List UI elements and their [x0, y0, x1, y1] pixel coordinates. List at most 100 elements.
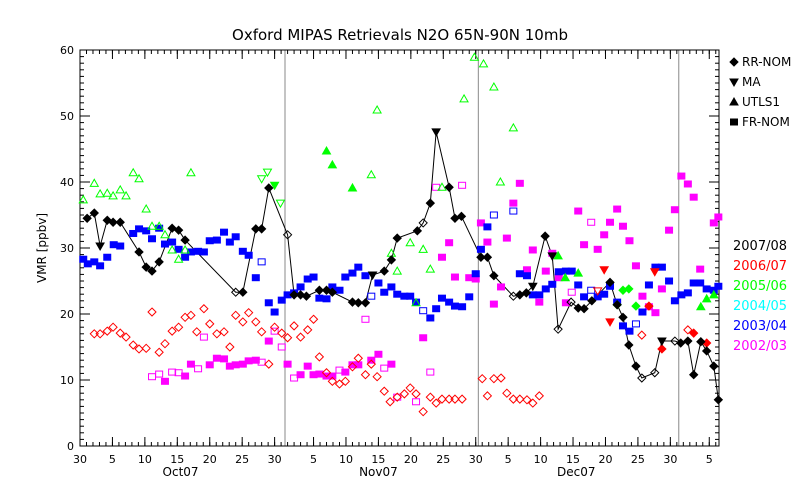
- data-point-2006-07: [637, 330, 647, 340]
- data-point-2007-08: [618, 312, 628, 323]
- data-point-2007-08: [553, 324, 563, 334]
- data-point-2003-04: [96, 262, 105, 270]
- x-tick-label: 10: [339, 453, 353, 466]
- data-point-2003-04: [432, 305, 441, 313]
- data-point-2002-03: [283, 360, 292, 368]
- data-point-2007-08: [670, 336, 680, 346]
- data-point-2002-03: [580, 241, 589, 249]
- data-point-2006-07: [251, 317, 261, 327]
- data-point-2006-07: [605, 318, 615, 327]
- data-points: [78, 52, 724, 417]
- data-point-2006-07: [457, 394, 467, 404]
- data-point-2007-08: [327, 287, 338, 297]
- data-point-2002-03: [593, 245, 602, 253]
- data-point-2007-08: [392, 233, 402, 243]
- data-point-2003-04: [315, 294, 324, 302]
- data-point-2003-04: [522, 272, 531, 280]
- data-point-2003-04: [225, 238, 234, 246]
- legend-marker-icon: [729, 96, 739, 106]
- data-point-2006-07: [167, 326, 177, 336]
- x-tick-label: 5: [310, 453, 317, 466]
- data-point-2003-04: [714, 282, 723, 290]
- data-point-2003-04: [160, 240, 169, 248]
- data-point-2006-07: [522, 395, 532, 405]
- data-point-2002-03: [489, 300, 498, 308]
- chart-title: Oxford MIPAS Retrievals N2O 65N-90N 10mb: [232, 26, 568, 44]
- data-point-2006-07: [141, 343, 151, 354]
- data-point-2002-03: [522, 266, 531, 274]
- series-lines: [86, 131, 719, 400]
- data-point-2003-04: [374, 279, 383, 287]
- data-point-2003-04: [670, 297, 679, 305]
- data-point-2006-07: [534, 391, 545, 401]
- data-point-2005-06: [134, 173, 144, 183]
- legend-marker-label: UTLS1: [742, 95, 780, 109]
- month-label: Dec07: [557, 465, 596, 479]
- data-point-2002-03: [483, 238, 492, 246]
- data-point-2007-08: [301, 291, 312, 301]
- data-point-2006-07: [154, 347, 164, 357]
- data-point-2002-03: [220, 355, 229, 363]
- data-point-2007-08: [379, 266, 389, 276]
- data-point-2006-07: [212, 329, 222, 339]
- data-point-2002-03: [205, 361, 214, 369]
- data-point-2006-07: [599, 266, 610, 275]
- data-point-2003-04: [322, 295, 331, 303]
- data-point-2007-08: [173, 225, 184, 235]
- data-point-2002-03: [181, 372, 190, 380]
- data-point-2002-03: [709, 219, 718, 227]
- data-point-2006-07: [411, 389, 421, 399]
- data-point-2006-07: [644, 301, 654, 311]
- data-point-2007-08: [713, 395, 724, 405]
- data-point-2003-04: [231, 233, 240, 241]
- data-point-2006-07: [115, 328, 125, 338]
- x-tick-label: 30: [663, 453, 677, 466]
- data-point-2007-08: [238, 287, 248, 297]
- x-tick-label: 20: [203, 453, 217, 466]
- x-tick-label: 15: [371, 453, 385, 466]
- data-point-2003-04: [168, 238, 177, 246]
- data-point-2002-03: [515, 179, 524, 187]
- data-point-2003-04: [638, 308, 647, 316]
- data-point-2007-08: [418, 218, 428, 228]
- data-point-2007-08: [82, 213, 92, 224]
- data-point-2007-08: [180, 235, 190, 245]
- data-point-2006-07: [340, 376, 351, 387]
- data-point-2005-06: [269, 181, 280, 191]
- data-point-2007-08: [476, 252, 486, 262]
- data-point-2007-08: [540, 231, 550, 241]
- data-point-2006-07: [230, 310, 241, 321]
- data-point-2003-04: [135, 225, 144, 233]
- data-point-2003-04: [142, 227, 151, 235]
- data-point-2002-03: [160, 377, 169, 385]
- data-point-2006-07: [405, 383, 415, 393]
- legend-marker-icon: [729, 57, 739, 67]
- data-point-2007-08: [701, 346, 712, 356]
- data-point-2007-08: [587, 296, 597, 306]
- data-point-2005-06: [495, 176, 506, 186]
- data-point-2002-03: [341, 368, 350, 376]
- data-point-2005-06: [147, 221, 157, 230]
- data-point-2003-04: [277, 296, 286, 304]
- data-point-2002-03: [657, 285, 666, 293]
- data-point-2006-07: [243, 307, 254, 318]
- data-point-2006-07: [160, 338, 170, 349]
- data-point-2007-08: [347, 297, 358, 307]
- data-point-2002-03: [277, 343, 286, 351]
- data-point-2003-04: [665, 277, 674, 285]
- data-point-2002-03: [561, 299, 570, 307]
- data-point-2005-06: [560, 272, 571, 282]
- data-point-2003-04: [109, 241, 118, 249]
- data-point-2005-06: [167, 244, 177, 254]
- legend: RR-NOM MA UTLS1 FR-NOM 2007/08 2006/07 2005/06…: [729, 55, 791, 354]
- x-tick-label: 30: [73, 453, 87, 466]
- data-point-2007-08: [431, 128, 442, 137]
- data-point-2002-03: [315, 370, 324, 378]
- data-point-2002-03: [587, 218, 596, 226]
- data-point-2003-04: [270, 308, 279, 316]
- data-point-2005-06: [489, 81, 499, 91]
- data-point-2005-06: [425, 264, 436, 273]
- data-point-2003-04: [426, 314, 435, 322]
- data-point-2002-03: [412, 398, 421, 406]
- data-point-2003-04: [618, 322, 627, 330]
